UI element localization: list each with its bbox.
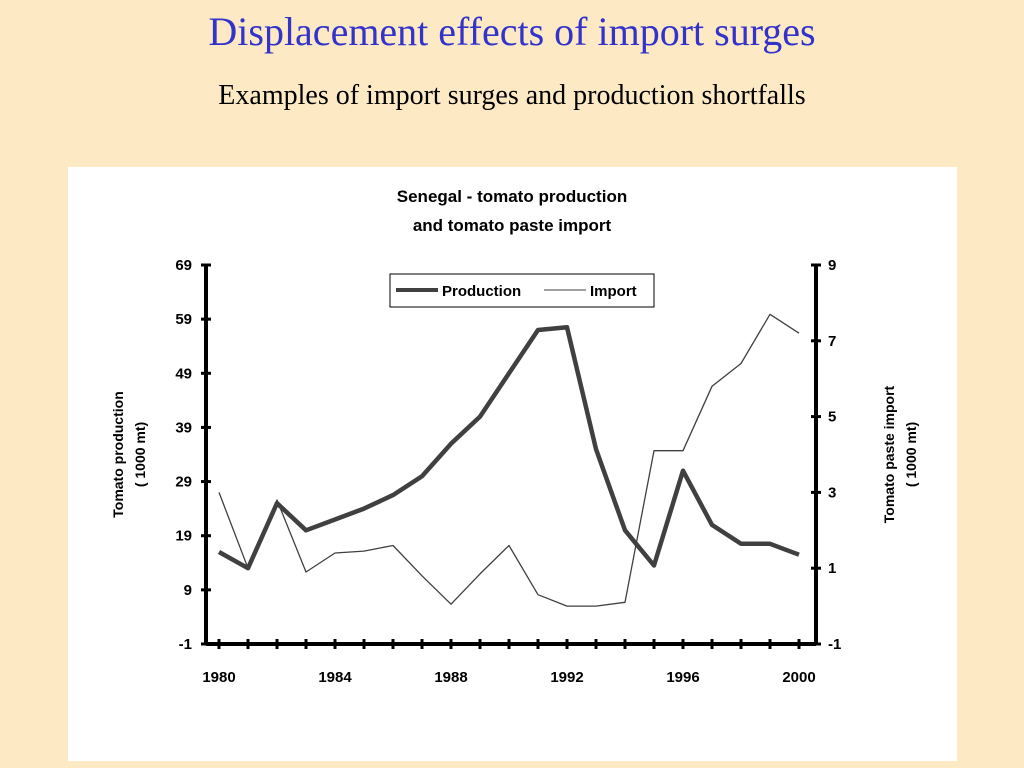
right-tick-label: 7 (828, 333, 836, 350)
left-tick-label: 59 (175, 311, 192, 328)
left-tick-label: 9 (184, 582, 192, 599)
line-chart: Senegal - tomato production and tomato p… (110, 187, 919, 686)
series-line-import (218, 313, 800, 607)
legend-label-production: Production (442, 283, 521, 300)
right-tick-label: 1 (828, 560, 836, 577)
slide-subtitle: Examples of import surges and production… (218, 80, 806, 111)
right-axis-title-line-2: ( 1000 mt) (903, 422, 919, 487)
chart-legend: Production Import (389, 273, 655, 308)
right-tick-label: 3 (828, 484, 836, 501)
left-axis-title-line-1: Tomato production (110, 391, 126, 518)
right-tick-label: -1 (828, 636, 841, 653)
chart-title-line-2: and tomato paste import (413, 216, 612, 235)
legend-label-import: Import (590, 283, 637, 300)
chart-axes: 69 59 49 39 29 19 9 -1 9 7 5 3 1 -1 1980 1984 1988 1992 19… (110, 257, 919, 686)
x-tick-label: 1984 (318, 669, 352, 686)
right-axis-title-line-1: Tomato paste import (881, 385, 897, 523)
slide-title: Displacement effects of import surges (208, 9, 816, 54)
left-tick-label: 39 (175, 419, 192, 436)
x-tick-label: 1996 (666, 669, 699, 686)
left-tick-label: 29 (175, 474, 192, 491)
right-tick-label: 5 (828, 409, 836, 426)
left-tick-label: 69 (175, 257, 192, 274)
left-tick-label: 19 (175, 528, 192, 545)
x-tick-label: 1992 (550, 669, 583, 686)
left-tick-label: -1 (179, 636, 192, 653)
chart-series (217, 313, 800, 607)
left-tick-label: 49 (175, 365, 192, 382)
right-tick-label: 9 (828, 257, 836, 274)
series-line-production (217, 325, 800, 571)
x-tick-label: 1988 (434, 669, 467, 686)
x-tick-label: 1980 (202, 669, 235, 686)
left-axis-title-line-2: ( 1000 mt) (132, 422, 148, 487)
chart-title-line-1: Senegal - tomato production (397, 187, 627, 206)
chart-panel: Senegal - tomato production and tomato p… (68, 167, 957, 761)
x-tick-label: 2000 (782, 669, 815, 686)
